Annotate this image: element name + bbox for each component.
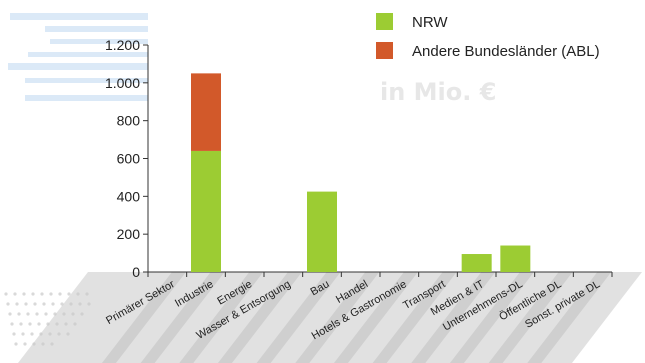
y-tick-label: 800: [117, 113, 141, 129]
decor-dot: [28, 322, 32, 326]
decor-dot: [22, 292, 26, 296]
legend-label: Andere Bundesländer (ABL): [412, 43, 600, 60]
bar-nrw: [191, 150, 221, 272]
decor-dot: [23, 342, 27, 346]
decor-dot: [37, 322, 41, 326]
decor-dot: [14, 342, 18, 346]
decor-dot: [19, 322, 23, 326]
decor-dot: [49, 292, 53, 296]
bar-abl: [191, 73, 221, 151]
bar-nrw: [307, 191, 337, 272]
decor-dot: [42, 302, 46, 306]
decor-dot: [67, 292, 71, 296]
band-fill: [18, 272, 642, 363]
y-tick-labels: 0 200 400 600 800 1.000 1.200: [105, 37, 148, 280]
decor-dot: [12, 332, 16, 336]
legend-swatch: [376, 42, 393, 59]
decor-dot: [24, 302, 28, 306]
category-band: [18, 272, 642, 363]
decor-dot: [21, 332, 25, 336]
y-tick-label: 200: [117, 226, 141, 242]
y-tick-label: 600: [117, 151, 141, 167]
decor-dot: [10, 322, 14, 326]
decor-dot: [44, 312, 48, 316]
bar-nrw: [461, 254, 492, 272]
decor-dot: [40, 292, 44, 296]
y-tick-label: 1.000: [105, 75, 140, 91]
decor-stripes: [8, 13, 148, 101]
decor-dot: [26, 312, 30, 316]
y-tick-label: 1.200: [105, 37, 140, 53]
legend: NRW Andere Bundesländer (ABL): [376, 13, 600, 60]
y-tick-label: 400: [117, 188, 141, 204]
decor-dot: [6, 302, 10, 306]
decor-dot: [30, 332, 34, 336]
bar-nrw: [500, 245, 531, 272]
decor-dot: [17, 312, 21, 316]
decor-dot: [33, 302, 37, 306]
decor-dot: [58, 292, 62, 296]
decor-dot: [15, 302, 19, 306]
decor-dot: [51, 302, 55, 306]
bars: [191, 73, 531, 272]
decor-dot: [4, 292, 8, 296]
legend-swatch: [376, 13, 393, 30]
unit-note: in Mio. €: [380, 78, 496, 106]
decor-dot: [35, 312, 39, 316]
decor-dot: [31, 292, 35, 296]
y-tick-label: 0: [132, 264, 140, 280]
decor-dot: [8, 312, 12, 316]
decor-dot: [13, 292, 17, 296]
legend-label: NRW: [412, 14, 448, 31]
